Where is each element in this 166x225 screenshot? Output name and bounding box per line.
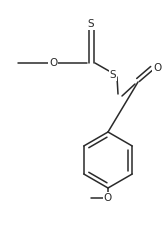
Text: O: O — [49, 58, 57, 68]
Text: S: S — [110, 70, 116, 80]
Text: S: S — [88, 19, 94, 29]
Text: O: O — [153, 63, 161, 73]
Text: O: O — [104, 193, 112, 203]
